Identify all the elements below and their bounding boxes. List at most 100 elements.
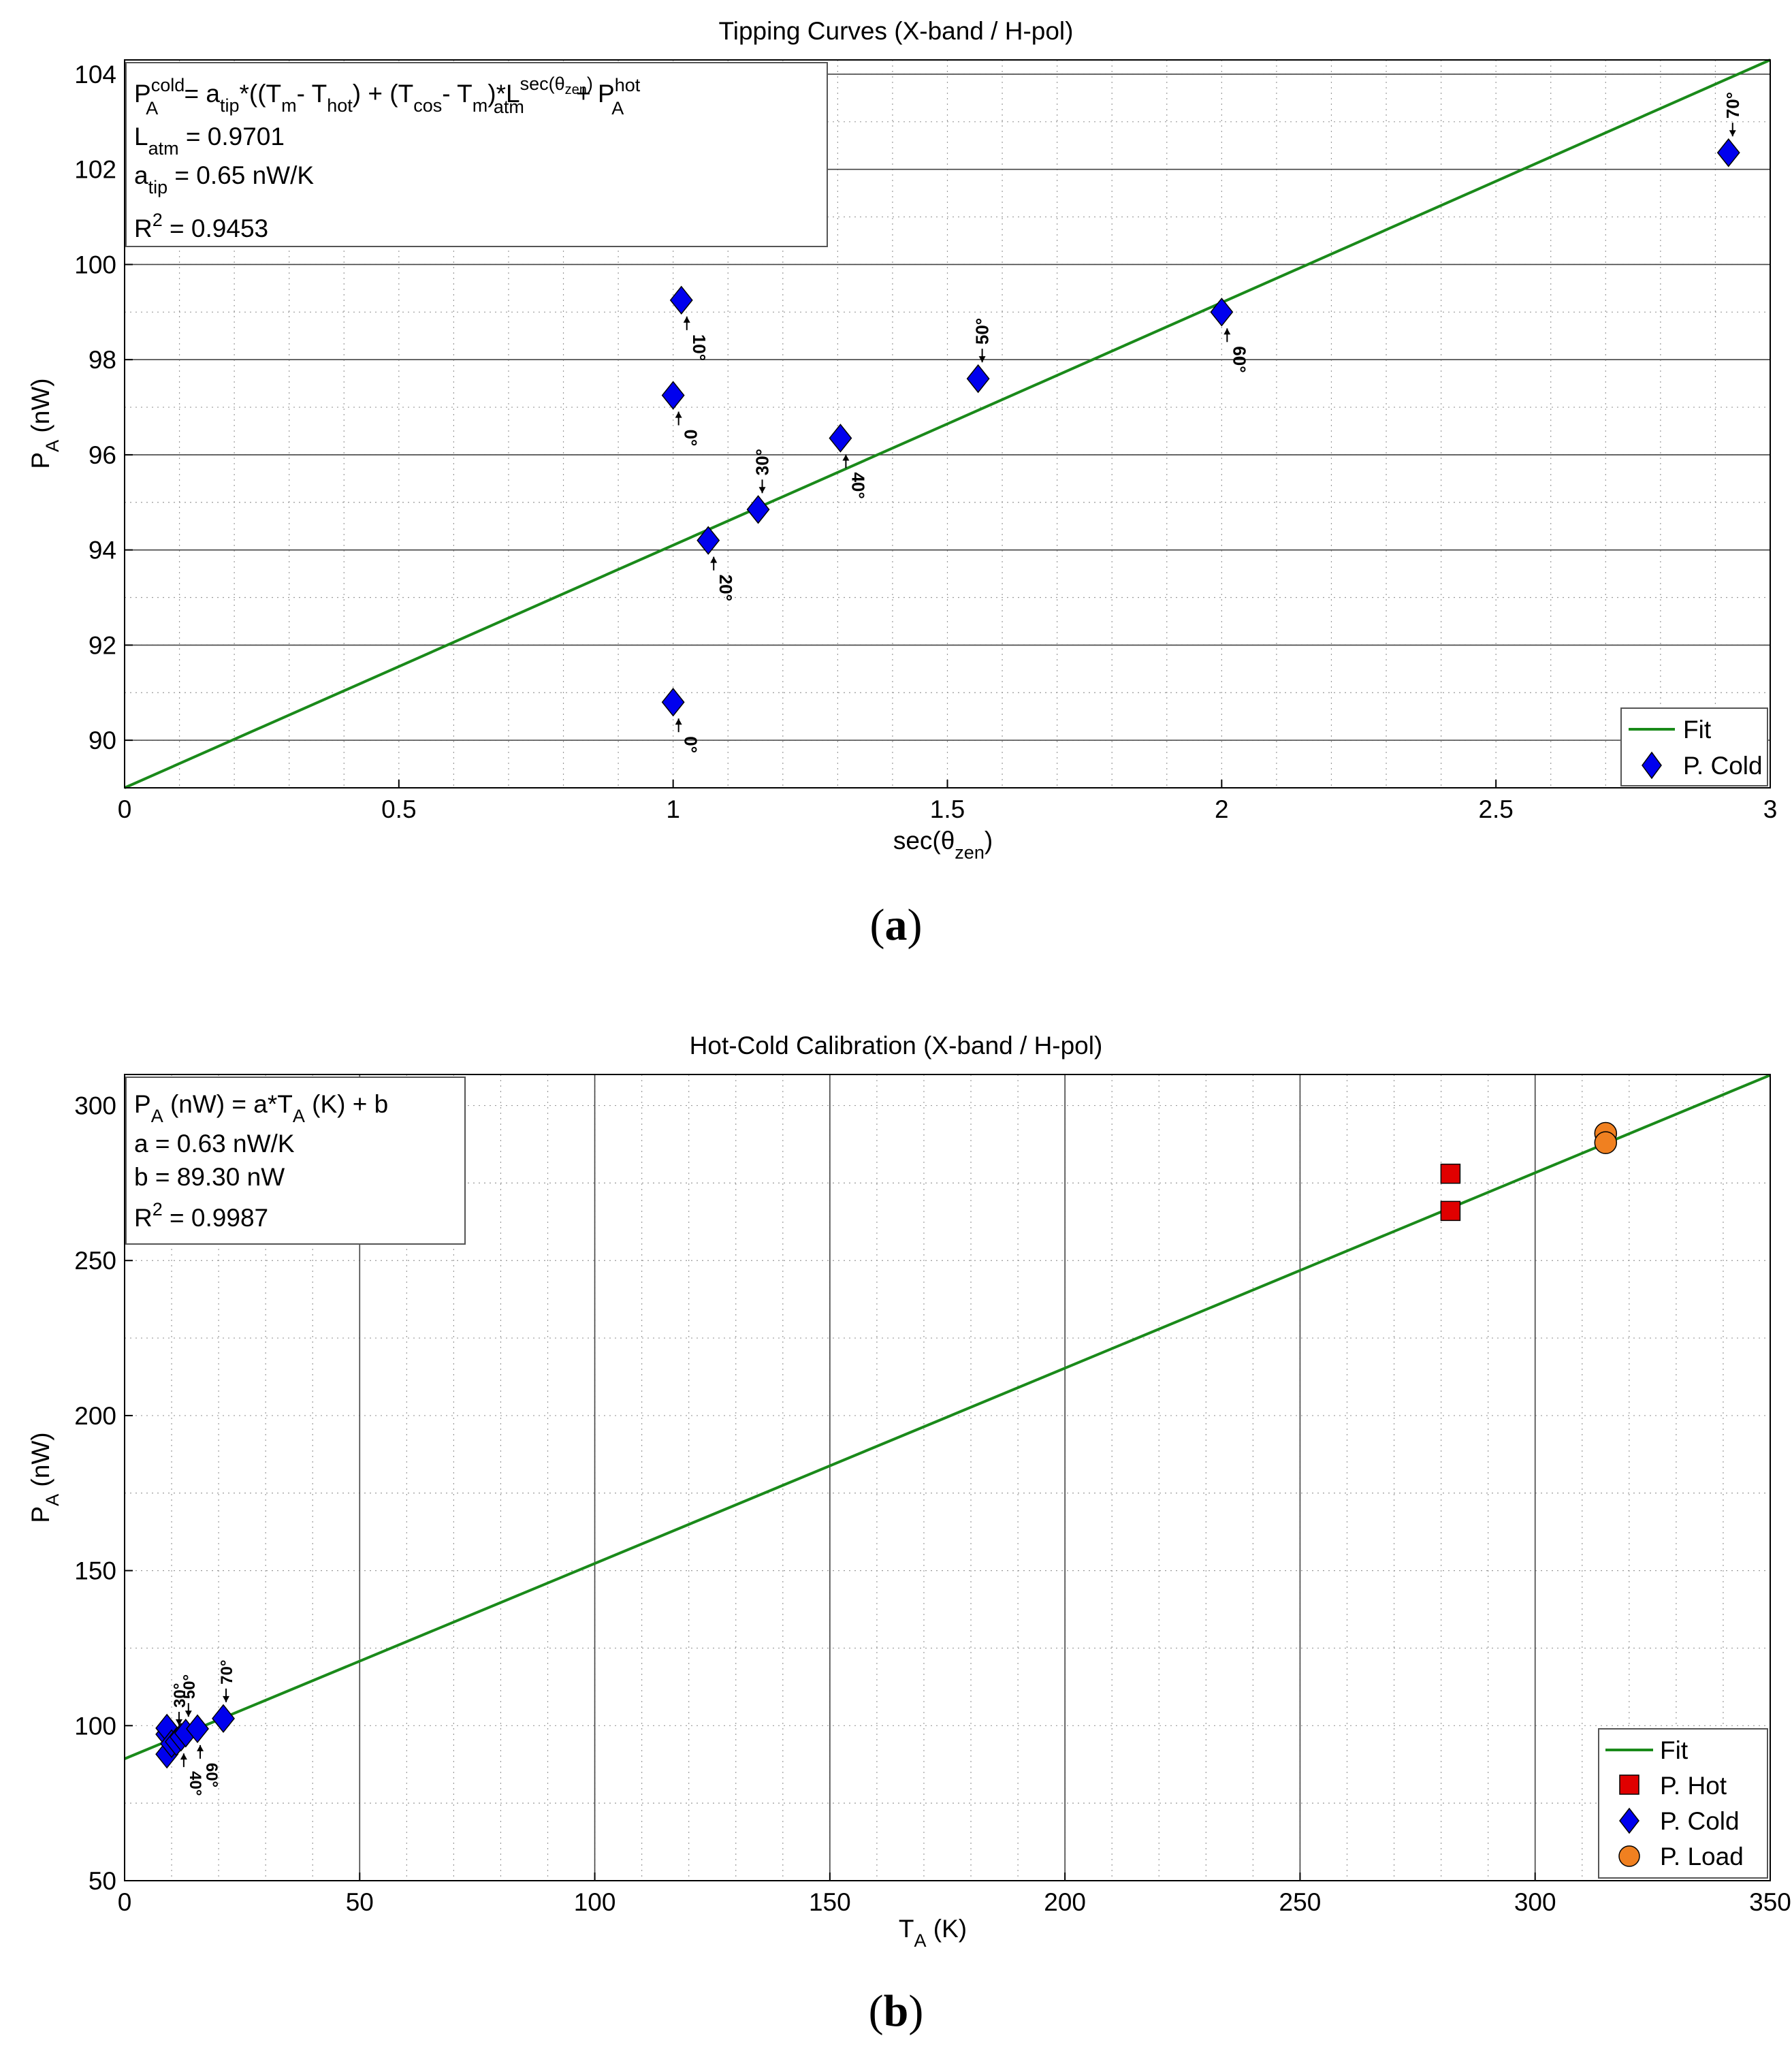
legend-b-cold-label: P. Cold — [1660, 1807, 1740, 1835]
chart-a-equation-line4: R2 = 0.9453 — [134, 210, 268, 242]
annotation-arrowhead — [978, 356, 986, 363]
angle-label: 70° — [218, 1660, 236, 1685]
x-tick-label: 350 — [1749, 1888, 1791, 1916]
data-point-diamond — [697, 526, 720, 555]
angle-label: 50° — [972, 318, 993, 345]
x-tick-label: 2.5 — [1478, 795, 1513, 823]
point-angle-annotation: 50° — [972, 318, 993, 363]
point-angle-annotation: 60° — [1223, 328, 1249, 373]
legend-b-load-swatch — [1618, 1845, 1640, 1867]
legend-b-cold-swatch — [1619, 1807, 1639, 1834]
data-point-diamond — [186, 1714, 209, 1744]
point-angle-annotation: 70° — [218, 1660, 236, 1702]
chart-a-grid — [124, 60, 1771, 788]
point-angle-annotation: 20° — [710, 556, 736, 601]
point-angle-annotation: 30° — [171, 1683, 189, 1725]
legend-b-hot-label: P. Hot — [1660, 1772, 1727, 1800]
x-tick-label: 250 — [1279, 1888, 1322, 1916]
data-point-diamond — [746, 495, 770, 524]
annotation-arrowhead — [197, 1745, 204, 1751]
y-tick-label: 100 — [74, 1712, 116, 1740]
data-point-diamond — [1716, 138, 1740, 168]
panel-a-chart: Tipping Curves (X-band / H-pol) 0° 0° 10° 2… — [27, 17, 1777, 863]
x-tick-label: 0 — [118, 1888, 132, 1916]
angle-label: 30° — [171, 1683, 189, 1708]
x-tick-label: 300 — [1514, 1888, 1556, 1916]
x-tick-label: 0.5 — [381, 795, 416, 823]
chart-a-equation-box: Pcold A = atip*((Tm- Thot) + (Tcos- Tm)*L… — [125, 62, 828, 247]
chart-b-points: 30° 40° 50° 60° 70° — [155, 1121, 1618, 1796]
data-point-diamond — [1210, 298, 1234, 327]
y-tick-label: 104 — [74, 61, 116, 89]
y-tick-label: 200 — [74, 1402, 116, 1430]
x-tick-label: 3 — [1763, 795, 1778, 823]
y-tick-label: 90 — [89, 727, 116, 754]
chart-b-legend: Fit P. Hot P. Cold P. Load — [1598, 1728, 1768, 1879]
angle-label: 0° — [681, 736, 701, 753]
y-tick-label: 98 — [89, 346, 116, 374]
x-tick-label: 0 — [118, 795, 132, 823]
x-tick-label: 50 — [346, 1888, 374, 1916]
annotation-arrowhead — [180, 1753, 187, 1760]
x-tick-label: 1 — [666, 795, 680, 823]
chart-b-equation-line3: b = 89.30 nW — [134, 1163, 285, 1191]
chart-b-equation-line4: R2 = 0.9987 — [134, 1199, 268, 1232]
angle-label: 60° — [202, 1763, 221, 1787]
fit-line — [124, 59, 1771, 789]
chart-a-equation-frame — [125, 62, 828, 247]
data-point-diamond — [212, 1704, 235, 1734]
legend-b-load-label: P. Load — [1660, 1843, 1744, 1870]
angle-label: 40° — [848, 472, 868, 498]
angle-label: 70° — [1723, 92, 1743, 118]
angle-label: 10° — [689, 334, 709, 361]
annotation-arrowhead — [758, 487, 766, 494]
y-tick-label: 300 — [74, 1092, 116, 1120]
point-angle-annotation: 0° — [675, 718, 701, 753]
angle-label: 30° — [752, 449, 773, 475]
chart-b-xlabel: TA (K) — [899, 1915, 967, 1951]
y-tick-label: 92 — [89, 631, 116, 659]
x-tick-label: 100 — [574, 1888, 616, 1916]
panel-b-chart: Hot-Cold Calibration (X-band / H-pol) 30… — [27, 1032, 1791, 1951]
chart-a-equation-line1: Pcold A = atip*((Tm- Thot) + (Tcos- Tm)*L… — [134, 74, 641, 118]
point-angle-annotation: 70° — [1723, 92, 1743, 137]
point-angle-annotation: 60° — [197, 1745, 221, 1787]
x-tick-label: 200 — [1044, 1888, 1086, 1916]
caption-a: (a) — [870, 900, 923, 950]
chart-a-legend-frame — [1620, 707, 1768, 786]
x-tick-label: 1.5 — [930, 795, 965, 823]
legend-b-fit-label: Fit — [1660, 1736, 1689, 1764]
legend-a-cold-swatch — [1642, 751, 1662, 780]
angle-label: 60° — [1229, 346, 1249, 372]
annotation-arrowhead — [175, 1719, 182, 1725]
y-tick-label: 100 — [74, 251, 116, 278]
y-tick-label: 150 — [74, 1557, 116, 1585]
x-tick-label: 2 — [1215, 795, 1229, 823]
chart-a-points: 0° 0° 10° 20° 30° 40° 50° 60° 70° — [661, 92, 1743, 753]
legend-a-cold-label: P. Cold — [1683, 752, 1763, 780]
point-angle-annotation: 40° — [842, 454, 868, 499]
angle-label: 50° — [180, 1674, 199, 1699]
data-point-diamond — [661, 381, 685, 410]
angle-label: 0° — [681, 430, 701, 447]
data-point-diamond — [966, 364, 990, 394]
data-point-diamond — [661, 688, 685, 717]
point-angle-annotation: 0° — [675, 411, 701, 447]
caption-b: (b) — [869, 1986, 924, 2036]
chart-a-equation-line3: atip = 0.65 nW/K — [134, 161, 314, 197]
chart-b-fit — [124, 1074, 1771, 1760]
angle-label: 40° — [186, 1771, 204, 1796]
annotation-arrowhead — [223, 1695, 230, 1702]
chart-b-equation-frame — [125, 1077, 466, 1245]
y-tick-label: 94 — [89, 537, 116, 564]
angle-label: 20° — [716, 575, 736, 601]
point-angle-annotation: 40° — [180, 1753, 204, 1796]
chart-b-axes-box — [124, 1074, 1771, 1881]
point-angle-annotation: 10° — [683, 316, 709, 361]
data-point-diamond — [829, 424, 852, 453]
chart-a-title: Tipping Curves (X-band / H-pol) — [719, 17, 1074, 45]
y-tick-label: 96 — [89, 441, 116, 469]
point-angle-annotation: 50° — [180, 1674, 199, 1717]
annotation-arrowhead — [842, 454, 850, 461]
